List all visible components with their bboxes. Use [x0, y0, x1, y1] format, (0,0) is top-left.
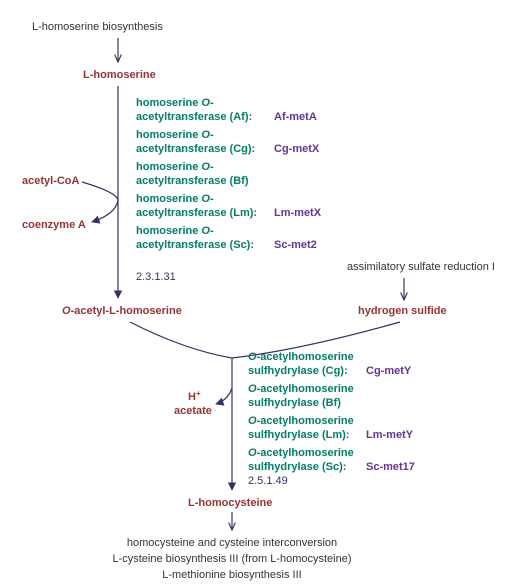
metabolite-h-plus[interactable]: H+ [188, 389, 201, 403]
metabolite-acetate[interactable]: acetate [174, 405, 212, 417]
reaction1-enzyme-2[interactable]: homoserine O- [136, 161, 214, 173]
metabolite-hydrogen-sulfide[interactable]: hydrogen sulfide [358, 305, 447, 317]
reaction2-enzyme-1-l2[interactable]: sulfhydrylase (Bf) [248, 397, 341, 409]
top-pathway-link[interactable]: L-homoserine biosynthesis [32, 21, 163, 33]
assim-pathway-link[interactable]: assimilatory sulfate reduction I [347, 261, 495, 273]
reaction2-enzyme-2-l2[interactable]: sulfhydrylase (Lm): [248, 429, 349, 441]
metabolite-l-homocysteine[interactable]: L-homocysteine [188, 497, 272, 509]
ec-number-2[interactable]: 2.5.1.49 [248, 475, 288, 487]
footer-link-2[interactable]: L-cysteine biosynthesis III (from L-homo… [112, 553, 351, 565]
reaction1-enzyme-2-l2[interactable]: acetyltransferase (Bf) [136, 175, 249, 187]
reaction2-enzyme-1[interactable]: O-acetylhomoserine [248, 383, 354, 395]
reaction2-gene-3[interactable]: Sc-met17 [366, 461, 415, 473]
reaction2-enzyme-3-l2[interactable]: sulfhydrylase (Sc): [248, 461, 346, 473]
side-arrow-products [216, 388, 232, 404]
reaction1-enzyme-3-l2[interactable]: acetyltransferase (Lm): [136, 207, 257, 219]
reaction1-enzyme-4[interactable]: homoserine O- [136, 225, 214, 237]
reaction1-enzyme-4-l2[interactable]: acetyltransferase (Sc): [136, 239, 254, 251]
reaction2-enzyme-2[interactable]: O-acetylhomoserine [248, 415, 354, 427]
reaction2-gene-2[interactable]: Lm-metY [366, 429, 414, 441]
metabolite-l-homoserine[interactable]: L-homoserine [83, 69, 156, 81]
side-arrow-acetyl-coa [82, 182, 118, 200]
reaction2-enzyme-0-l2[interactable]: sulfhydrylase (Cg): [248, 365, 348, 377]
metabolite-coenzyme-a[interactable]: coenzyme A [22, 219, 86, 231]
reaction1-enzyme-0-l2[interactable]: acetyltransferase (Af): [136, 111, 252, 123]
reaction1-gene-4[interactable]: Sc-met2 [274, 239, 317, 251]
reaction1-enzyme-1-l2[interactable]: acetyltransferase (Cg): [136, 143, 255, 155]
reaction2-gene-0[interactable]: Cg-metY [366, 365, 412, 377]
reaction1-gene-0[interactable]: Af-metA [274, 111, 317, 123]
reaction1-enzyme-3[interactable]: homoserine O- [136, 193, 214, 205]
reaction1-gene-3[interactable]: Lm-metX [274, 207, 322, 219]
reaction1-enzyme-0[interactable]: homoserine O- [136, 97, 214, 109]
reaction1-enzyme-1[interactable]: homoserine O- [136, 129, 214, 141]
footer-link-1[interactable]: homocysteine and cysteine interconversio… [127, 537, 337, 549]
reaction2-enzyme-0[interactable]: O-acetylhomoserine [248, 351, 354, 363]
metabolite-acetyl-coa[interactable]: acetyl-CoA [22, 175, 80, 187]
side-arrow-coenzyme-a [92, 200, 118, 222]
footer-link-3[interactable]: L-methionine biosynthesis III [162, 569, 301, 581]
metabolite-o-acetyl-l-homoserine[interactable]: O-acetyl-L-homoserine [62, 305, 182, 317]
ec-number-1[interactable]: 2.3.1.31 [136, 271, 176, 283]
reaction2-enzyme-3[interactable]: O-acetylhomoserine [248, 447, 354, 459]
reaction1-gene-1[interactable]: Cg-metX [274, 143, 320, 155]
